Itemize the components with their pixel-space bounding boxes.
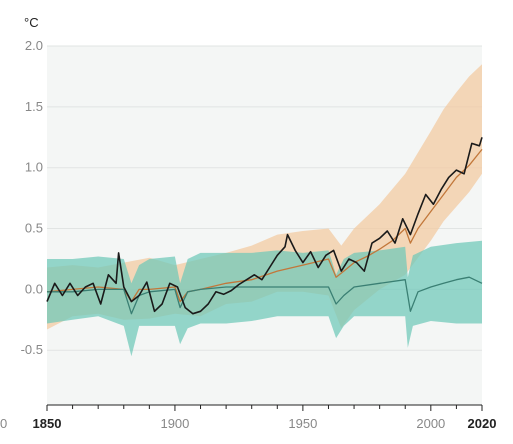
x-tick-label: 1950 — [288, 416, 317, 431]
y-tick-label: -0.5 — [21, 342, 43, 357]
y-tick-label: 0.5 — [25, 221, 43, 236]
x-axis-tick-labels: 1850 1900 1950 2000 2020 — [33, 416, 497, 431]
x-axis — [46, 404, 483, 411]
series-lines — [46, 137, 483, 315]
x-tick-label: 2000 — [416, 416, 445, 431]
x-tick-label: 1850 — [33, 416, 62, 431]
x-tick-label: 2020 — [468, 416, 497, 431]
grid-lines — [47, 45, 482, 351]
y-tick-label: 1.0 — [25, 160, 43, 175]
x-tick-label: 1900 — [160, 416, 189, 431]
y-unit-label: °C — [24, 15, 39, 30]
y-tick-label: 1.5 — [25, 99, 43, 114]
y-tick-label: 2.0 — [25, 38, 43, 53]
y-tick-label: 0.0 — [25, 281, 43, 296]
cropped-tick-label: 0 — [0, 416, 7, 431]
line-observed — [46, 137, 483, 315]
line-natural_only_mean — [47, 276, 483, 315]
band-natural_only_range — [47, 240, 482, 357]
range-bands — [47, 64, 482, 357]
y-axis-tick-labels: 2.0 1.5 1.0 0.5 0.0 -0.5 — [21, 38, 43, 357]
